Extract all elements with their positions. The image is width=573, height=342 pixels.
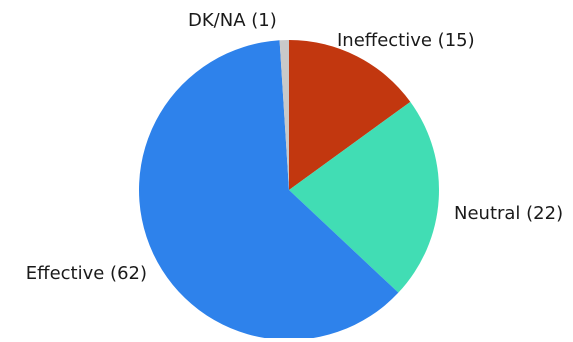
pie-slice-neutral	[289, 101, 440, 293]
slice-label-neutral: Neutral (22)	[454, 203, 563, 224]
pie-slice-ineffective	[289, 40, 411, 190]
pie-slice-effective	[138, 40, 399, 341]
slices-layer	[138, 40, 440, 341]
slice-label-ineffective: Ineffective (15)	[337, 30, 475, 51]
slice-label-effective: Effective (62)	[26, 263, 147, 284]
labels-layer: Ineffective (15) Neutral (22) Effective (6…	[26, 10, 563, 284]
pie-slice-dk-na	[279, 40, 289, 190]
slice-label-dk-na: DK/NA (1)	[188, 10, 277, 31]
